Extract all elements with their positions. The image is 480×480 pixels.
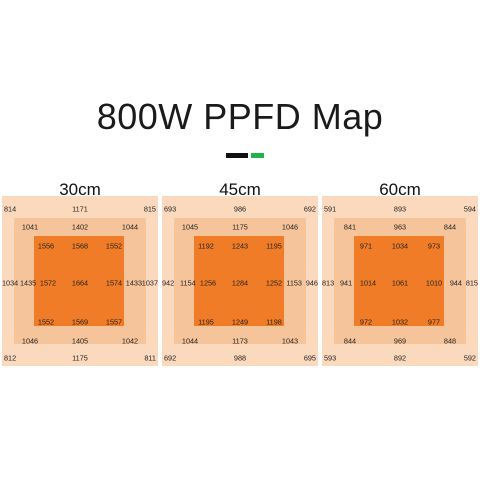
middle-value-tl: 841 bbox=[343, 222, 357, 232]
middle-value-tr: 1046 bbox=[281, 222, 299, 232]
inner-value-bl: 1552 bbox=[37, 317, 55, 327]
outer-value-tc: 986 bbox=[233, 204, 247, 214]
middle-value-tl: 1041 bbox=[21, 222, 39, 232]
inner-value-mr: 1252 bbox=[265, 278, 283, 288]
map-label-60cm: 60cm bbox=[379, 180, 421, 199]
inner-value-ml: 1572 bbox=[39, 278, 57, 288]
inner-value-bl: 1195 bbox=[198, 317, 214, 327]
outer-value-tl: 693 bbox=[164, 204, 177, 214]
middle-value-bc: 969 bbox=[393, 336, 407, 346]
middle-value-tr: 1044 bbox=[121, 222, 139, 232]
inner-value-bl: 972 bbox=[359, 317, 373, 327]
outer-value-bc: 1175 bbox=[72, 353, 88, 363]
map-label-30cm: 30cm bbox=[59, 180, 101, 199]
inner-value-bc: 1249 bbox=[231, 317, 249, 327]
middle-value-tc: 963 bbox=[393, 222, 407, 232]
inner-value-ml: 1256 bbox=[199, 278, 217, 288]
outer-value-bl: 812 bbox=[4, 353, 17, 363]
outer-value-mr: 946 bbox=[305, 278, 318, 288]
middle-value-bc: 1405 bbox=[71, 336, 89, 346]
outer-value-ml: 942 bbox=[162, 278, 175, 288]
middle-value-tc: 1175 bbox=[232, 222, 248, 232]
middle-value-tc: 1402 bbox=[71, 222, 89, 232]
inner-value-tl: 1192 bbox=[198, 241, 214, 251]
outer-value-mr: 1037 bbox=[141, 278, 158, 288]
outer-value-tr: 594 bbox=[463, 204, 476, 214]
middle-value-bl: 844 bbox=[343, 336, 357, 346]
outer-value-mr: 815 bbox=[465, 278, 478, 288]
ppfd-map-45cm: 693 986 692 942 946 692 988 695 1045 1175 1046 1154… bbox=[160, 196, 320, 366]
outer-value-tr: 815 bbox=[143, 204, 156, 214]
inner-value-tc: 1034 bbox=[391, 241, 409, 251]
outer-value-br: 695 bbox=[303, 353, 316, 363]
inner-value-c: 1061 bbox=[391, 278, 409, 288]
title-divider bbox=[226, 153, 264, 158]
inner-value-br: 1198 bbox=[266, 317, 282, 327]
ppfd-map-30cm: 814 1171 815 1034 1037 812 1175 811 1041 1402 1044… bbox=[0, 196, 160, 366]
inner-value-br: 977 bbox=[427, 317, 441, 327]
middle-value-tr: 844 bbox=[443, 222, 457, 232]
map-label-45cm: 45cm bbox=[219, 180, 261, 199]
outer-value-ml: 813 bbox=[322, 278, 335, 288]
outer-value-tc: 1171 bbox=[72, 204, 88, 214]
middle-value-mr: 1433 bbox=[125, 278, 142, 288]
ppfd-map-60cm: 591 893 594 813 815 593 892 592 841 963 844 941 944 8… bbox=[320, 196, 480, 366]
inner-value-ml: 1014 bbox=[359, 278, 377, 288]
middle-value-br: 848 bbox=[443, 336, 457, 346]
outer-value-tc: 893 bbox=[393, 204, 407, 214]
outer-value-bc: 892 bbox=[393, 353, 407, 363]
middle-value-mr: 944 bbox=[449, 278, 462, 288]
middle-value-bc: 1173 bbox=[232, 336, 248, 346]
inner-value-bc: 1032 bbox=[391, 317, 409, 327]
inner-value-tc: 1243 bbox=[231, 241, 249, 251]
inner-zone bbox=[194, 236, 284, 326]
outer-value-br: 592 bbox=[463, 353, 476, 363]
outer-value-br: 811 bbox=[144, 353, 156, 363]
page-title: 800W PPFD Map bbox=[96, 96, 384, 137]
middle-value-bl: 1044 bbox=[181, 336, 199, 346]
inner-value-tr: 973 bbox=[427, 241, 441, 251]
inner-value-mr: 1574 bbox=[105, 278, 123, 288]
inner-value-br: 1557 bbox=[105, 317, 123, 327]
inner-value-tl: 971 bbox=[359, 241, 373, 251]
middle-value-ml: 941 bbox=[340, 278, 353, 288]
inner-value-tc: 1568 bbox=[71, 241, 89, 251]
outer-value-tr: 692 bbox=[303, 204, 316, 214]
inner-value-tr: 1195 bbox=[266, 241, 282, 251]
middle-value-tl: 1045 bbox=[181, 222, 199, 232]
outer-value-bc: 988 bbox=[233, 353, 247, 363]
inner-value-tl: 1556 bbox=[37, 241, 55, 251]
middle-value-br: 1042 bbox=[121, 336, 139, 346]
divider-green-bar bbox=[251, 153, 264, 158]
inner-value-c: 1664 bbox=[71, 278, 89, 288]
inner-value-tr: 1552 bbox=[105, 241, 123, 251]
outer-value-tl: 591 bbox=[324, 204, 337, 214]
middle-value-ml: 1154 bbox=[180, 278, 196, 288]
middle-value-br: 1043 bbox=[281, 336, 299, 346]
middle-value-bl: 1046 bbox=[21, 336, 39, 346]
middle-value-ml: 1435 bbox=[20, 278, 37, 288]
inner-value-c: 1284 bbox=[231, 278, 249, 288]
outer-value-bl: 593 bbox=[324, 353, 337, 363]
outer-value-ml: 1034 bbox=[2, 278, 19, 288]
inner-zone bbox=[34, 236, 124, 326]
divider-black-bar bbox=[226, 153, 248, 158]
inner-value-bc: 1569 bbox=[71, 317, 89, 327]
outer-value-bl: 692 bbox=[164, 353, 177, 363]
inner-zone bbox=[354, 236, 444, 326]
inner-value-mr: 1010 bbox=[425, 278, 443, 288]
middle-value-mr: 1153 bbox=[286, 278, 302, 288]
outer-value-tl: 814 bbox=[4, 204, 17, 214]
